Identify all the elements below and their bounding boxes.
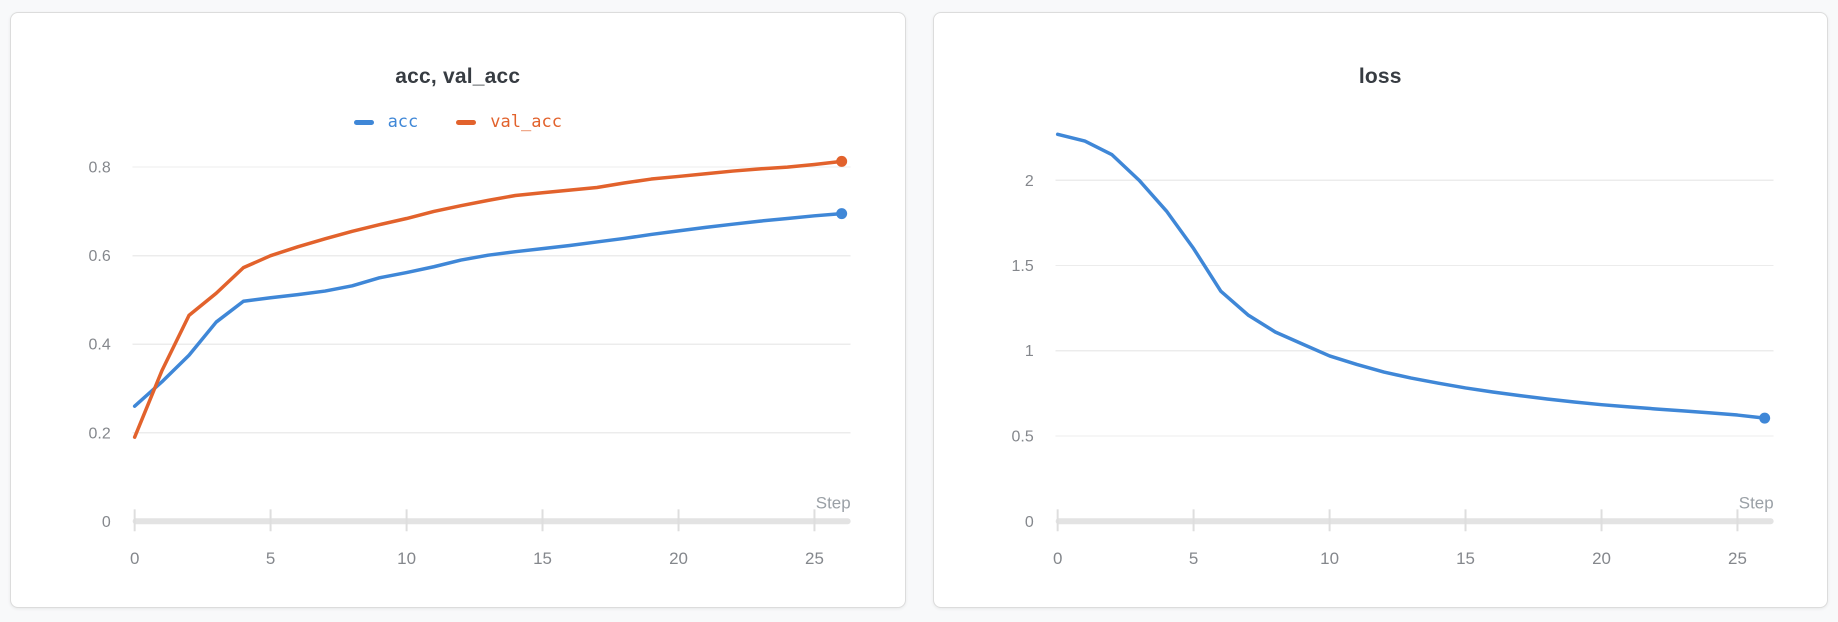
x-tick-label: 25 [805, 549, 824, 568]
y-tick-label: 1 [1024, 343, 1033, 360]
x-axis [132, 509, 851, 532]
x-tick-label: 5 [1188, 549, 1197, 568]
legend-swatch-acc [353, 120, 374, 125]
x-axis-label: Step [816, 493, 851, 512]
series-end-dot-acc [836, 208, 848, 220]
series-line-loss [1055, 132, 1766, 420]
y-tick-label: 1.5 [1011, 258, 1033, 275]
series-end-dot-val_acc [836, 155, 848, 167]
y-tick-label: 0.2 [89, 425, 111, 442]
x-tick-label: 10 [1320, 549, 1339, 568]
x-tick-label: 15 [1456, 549, 1475, 568]
x-tick-label: 20 [1592, 549, 1611, 568]
y-tick-label: 0 [102, 514, 111, 531]
legend: acc val_acc [11, 114, 905, 131]
legend-swatch-val_acc [456, 120, 477, 125]
legend-label: acc [387, 112, 419, 132]
chart-title: acc, val_acc [395, 65, 521, 88]
x-tick-labels: 0 5 10 15 20 25 [130, 549, 824, 568]
panel-loss: loss 0 0.5 1 1.5 2 0 5 10 15 20 25 Step [932, 12, 1828, 608]
x-tick-labels: 0 5 10 15 20 25 [1052, 549, 1746, 568]
x-tick-label: 0 [1052, 549, 1061, 568]
y-tick-label: 0.6 [89, 248, 111, 265]
acc-val-acc-chart[interactable]: 0 0.2 0.4 0.6 0.8 0 5 10 15 20 25 Step [11, 13, 905, 607]
y-tick-label: 0.4 [89, 337, 111, 354]
x-tick-label: 10 [397, 549, 416, 568]
x-axis-label: Step [1738, 493, 1773, 512]
legend-label: val_acc [490, 112, 562, 132]
gridlines [1055, 179, 1774, 437]
panel-acc-val-acc: acc, val_acc acc val_acc 0 0.2 0.4 0.6 0.8 0 5 1… [10, 12, 906, 608]
gridlines [132, 166, 851, 434]
y-tick-labels: 0 0.5 1 1.5 2 [1011, 173, 1033, 531]
series-end-dot-loss [1758, 412, 1770, 424]
x-axis [1055, 509, 1774, 532]
series-line-val_acc [132, 159, 844, 439]
x-tick-label: 0 [130, 549, 139, 568]
x-tick-label: 25 [1728, 549, 1747, 568]
series-line-acc [132, 211, 844, 408]
y-tick-label: 0.5 [1011, 429, 1033, 446]
x-tick-label: 20 [669, 549, 688, 568]
y-tick-label: 0.8 [89, 160, 111, 177]
chart-title: loss [1358, 65, 1402, 88]
y-tick-label: 2 [1024, 173, 1033, 190]
legend-item-val_acc: val_acc [456, 114, 562, 131]
x-tick-label: 5 [266, 549, 275, 568]
x-tick-label: 15 [533, 549, 552, 568]
y-tick-label: 0 [1024, 514, 1033, 531]
legend-item-acc: acc [353, 112, 419, 132]
y-tick-labels: 0 0.2 0.4 0.6 0.8 [89, 160, 111, 531]
